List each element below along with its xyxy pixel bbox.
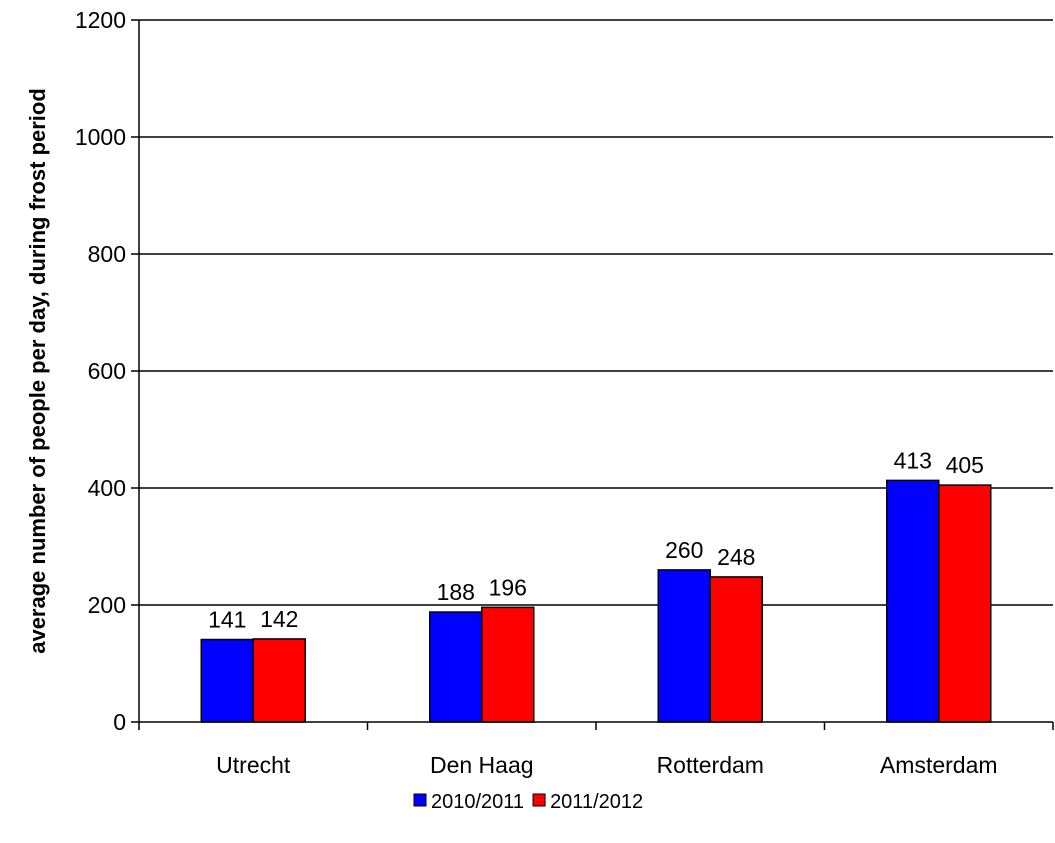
x-category-label: Utrecht (216, 752, 291, 778)
y-tick-label: 800 (88, 241, 126, 267)
data-label: 188 (437, 579, 475, 605)
bar (252, 638, 306, 723)
y-tick-label: 400 (88, 475, 126, 501)
legend: 2010/2011 2011/2012 (413, 791, 643, 813)
x-category-label: Amsterdam (880, 752, 998, 778)
y-tick-label: 1200 (75, 7, 126, 33)
data-label: 196 (489, 574, 527, 600)
data-label: 260 (665, 537, 703, 563)
y-tick-label: 1000 (75, 124, 126, 150)
y-tick-label: 600 (88, 358, 126, 384)
y-tick-label: 0 (113, 709, 126, 735)
data-label: 142 (260, 606, 298, 632)
data-label: 413 (894, 447, 932, 473)
y-axis-label: average number of people per day, during… (25, 88, 50, 654)
bars (200, 479, 992, 723)
data-label: 405 (946, 452, 984, 478)
data-label: 141 (208, 607, 246, 633)
y-tick-label: 200 (88, 592, 126, 618)
legend-swatch (413, 793, 427, 807)
x-axis: Utrecht Den Haag Rotterdam Amsterdam (138, 20, 1054, 778)
legend-label: 2011/2012 (550, 791, 643, 813)
x-category-label: Rotterdam (657, 752, 764, 778)
bar (657, 569, 711, 723)
data-label: 248 (717, 544, 755, 570)
y-axis-ticks: 0 200 400 600 800 1000 1200 (75, 7, 139, 735)
bar (886, 479, 940, 723)
bar (938, 484, 992, 723)
legend-label: 2010/2011 (431, 791, 524, 813)
bar (709, 576, 763, 723)
bar (200, 638, 254, 723)
x-category-label: Den Haag (430, 752, 534, 778)
legend-swatch (532, 793, 546, 807)
bar (429, 611, 483, 723)
data-labels: 141 142 188 196 260 248 413 405 (208, 447, 984, 632)
bar (481, 606, 535, 723)
